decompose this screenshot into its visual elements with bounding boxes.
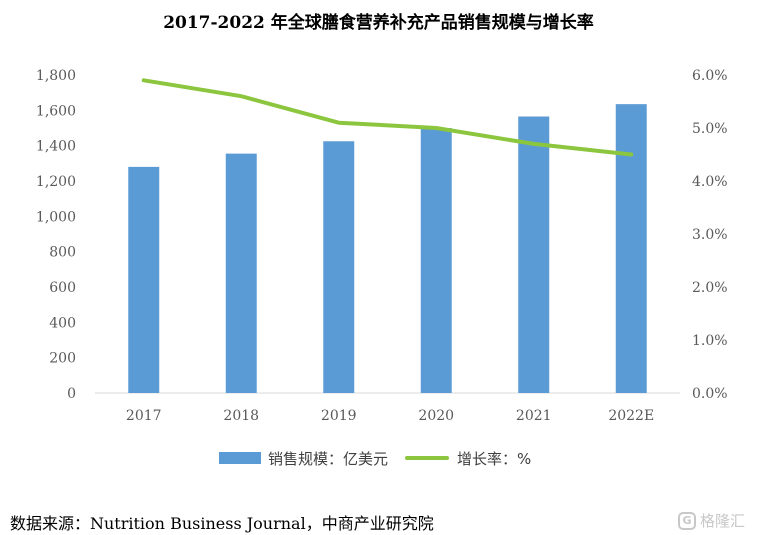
data-source: 数据来源：Nutrition Business Journal，中商产业研究院	[10, 514, 434, 533]
y-right-tick-label: 2.0%	[692, 280, 728, 296]
bar	[518, 116, 550, 394]
legend-line-label: 增长率：%	[457, 450, 531, 468]
growth-rate-point	[240, 95, 242, 97]
y-left-tick-label: 1,800	[36, 68, 76, 84]
watermark-logo-icon: G	[677, 511, 696, 530]
y-left-tick-label: 1,000	[36, 209, 76, 225]
y-left-tick-label: 400	[49, 315, 76, 331]
y-left-tick-label: 600	[49, 280, 76, 296]
y-left-tick-label: 1,400	[36, 139, 76, 155]
bar	[128, 166, 160, 393]
growth-rate-line	[141, 78, 634, 157]
x-tick-label: 2019	[321, 408, 357, 424]
y-right-tick-label: 1.0%	[692, 333, 728, 349]
bar	[420, 128, 452, 393]
y-left-tick-label: 0	[67, 386, 76, 402]
legend-bar-label: 销售规模：亿美元	[268, 450, 388, 468]
growth-rate-point	[143, 79, 145, 81]
growth-rate-point	[630, 154, 632, 155]
bar	[323, 141, 355, 393]
x-tick-label: 2021	[516, 408, 552, 424]
watermark-text: 格隆汇	[699, 512, 745, 530]
combo-chart: 0 200 400 600 800 1,000 1,200 1,400 1,600 1,800 0.…	[36, 68, 728, 468]
y-left-tick-label: 800	[49, 245, 76, 261]
y-left-tick-label: 1,600	[36, 103, 76, 119]
growth-rate-point	[338, 122, 340, 124]
bar	[615, 104, 647, 394]
growth-rate-point	[533, 143, 535, 145]
bar	[225, 153, 257, 393]
x-tick-label: 2017	[126, 408, 162, 424]
y-right-tick-label: 4.0%	[692, 174, 728, 190]
y-left-tick-label: 200	[49, 351, 76, 367]
y-right-tick-label: 6.0%	[692, 68, 728, 84]
legend-bar-swatch	[219, 452, 261, 464]
y-right-tick-label: 5.0%	[692, 121, 728, 137]
y-left-tick-label: 1,200	[36, 174, 76, 190]
y-right-tick-label: 3.0%	[692, 227, 728, 243]
x-tick-label: 2018	[223, 408, 259, 424]
watermark: G 格隆汇	[677, 510, 745, 531]
growth-rate-point	[435, 127, 437, 129]
x-tick-label: 2022E	[608, 408, 654, 424]
x-tick-label: 2020	[418, 408, 454, 424]
chart-title: 2017-2022 年全球膳食营养补充产品销售规模与增长率	[163, 13, 594, 33]
y-right-tick-label: 0.0%	[692, 386, 728, 402]
